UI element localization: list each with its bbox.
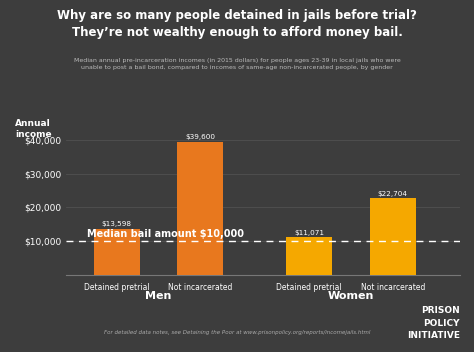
Text: Not incarcerated: Not incarcerated (168, 283, 232, 292)
Text: INITIATIVE: INITIATIVE (407, 331, 460, 340)
Bar (177, 142, 223, 275)
Text: $22,704: $22,704 (378, 190, 408, 197)
Text: Not incarcerated: Not incarcerated (361, 283, 425, 292)
Text: They’re not wealthy enough to afford money bail.: They’re not wealthy enough to afford mon… (72, 26, 402, 39)
Text: $11,071: $11,071 (294, 230, 324, 236)
Text: PRISON: PRISON (421, 306, 460, 315)
Bar (286, 237, 332, 275)
Text: $39,600: $39,600 (185, 134, 215, 140)
Text: $13,598: $13,598 (101, 221, 132, 227)
Text: Annual
income: Annual income (15, 119, 52, 139)
Text: POLICY: POLICY (423, 319, 460, 328)
Bar (370, 198, 416, 275)
Text: Median bail amount $10,000: Median bail amount $10,000 (87, 229, 244, 239)
Text: Why are so many people detained in jails before trial?: Why are so many people detained in jails… (57, 9, 417, 22)
Text: Median annual pre-incarceration incomes (in 2015 dollars) for people ages 23-39 : Median annual pre-incarceration incomes … (73, 58, 401, 70)
Bar (93, 229, 140, 275)
Text: Detained pretrial: Detained pretrial (84, 283, 149, 292)
Text: Men: Men (145, 291, 172, 301)
Text: Detained pretrial: Detained pretrial (276, 283, 342, 292)
Text: Women: Women (328, 291, 374, 301)
Text: For detailed data notes, see Detaining the Poor at www.prisonpolicy.org/reports/: For detailed data notes, see Detaining t… (104, 330, 370, 335)
